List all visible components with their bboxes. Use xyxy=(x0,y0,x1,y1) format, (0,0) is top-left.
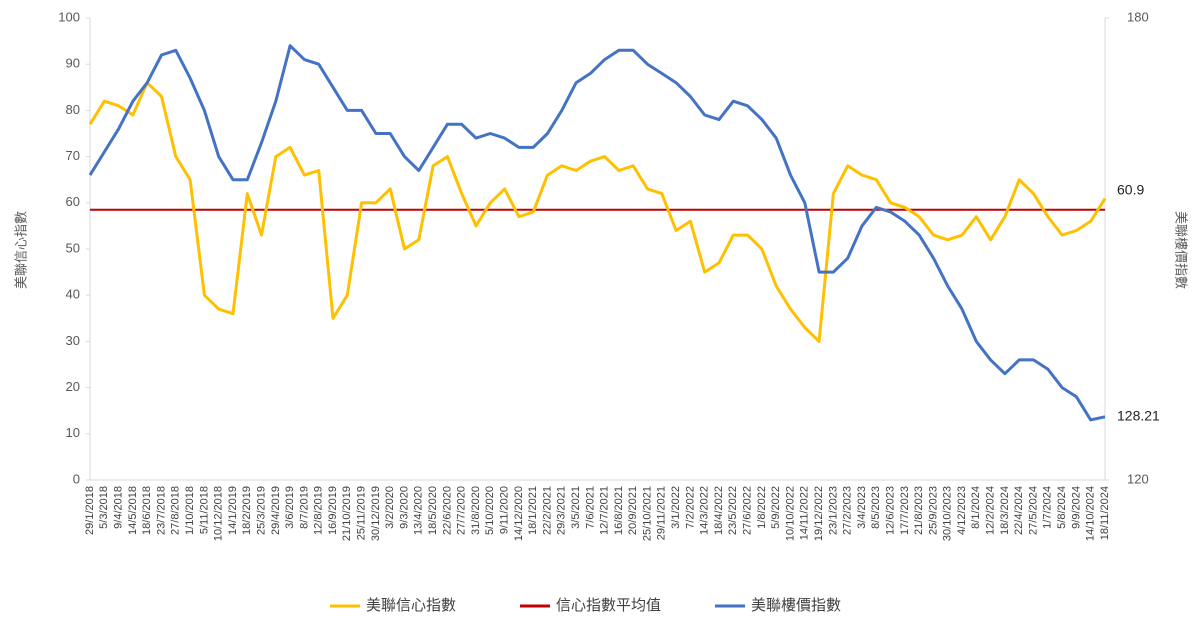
x-tick-label: 18/6/2018 xyxy=(141,486,153,535)
x-tick-label: 25/9/2023 xyxy=(927,486,939,535)
x-tick-label: 1/8/2022 xyxy=(756,486,768,529)
x-tick-label: 1/7/2024 xyxy=(1042,486,1054,529)
y-tick-label: 20 xyxy=(66,379,80,394)
x-tick-label: 29/1/2018 xyxy=(84,486,96,535)
x-tick-label: 25/3/2019 xyxy=(255,486,267,535)
x-tick-label: 13/4/2020 xyxy=(413,486,425,535)
x-tick-label: 18/11/2024 xyxy=(1099,486,1111,540)
x-tick-label: 12/6/2023 xyxy=(884,486,896,535)
x-tick-label: 29/11/2021 xyxy=(656,486,668,540)
x-tick-label: 16/8/2021 xyxy=(613,486,625,535)
y-tick-label: 0 xyxy=(73,471,80,486)
y-tick-label: 100 xyxy=(58,9,80,24)
x-tick-label: 14/1/2019 xyxy=(227,486,239,535)
x-tick-label: 20/9/2021 xyxy=(627,486,639,535)
x-tick-label: 18/3/2024 xyxy=(999,486,1011,535)
x-tick-label: 29/3/2021 xyxy=(556,486,568,535)
y-tick-label: 70 xyxy=(66,148,80,163)
x-tick-label: 5/8/2024 xyxy=(1056,486,1068,529)
x-tick-label: 27/6/2022 xyxy=(742,486,754,535)
x-tick-label: 27/2/2023 xyxy=(842,486,854,535)
x-tick-label: 7/2/2022 xyxy=(684,486,696,529)
x-tick-label: 27/7/2020 xyxy=(456,486,468,535)
y2-axis-title: 美聯樓價指數 xyxy=(1174,211,1189,289)
x-tick-label: 12/7/2021 xyxy=(599,486,611,535)
y-tick-label: 40 xyxy=(66,287,80,302)
series-line xyxy=(88,81,1107,343)
x-tick-label: 3/6/2019 xyxy=(284,486,296,529)
x-tick-label: 10/12/2018 xyxy=(213,486,225,541)
x-tick-label: 12/8/2019 xyxy=(313,486,325,535)
y-tick-label: 10 xyxy=(66,425,80,440)
x-tick-label: 27/5/2024 xyxy=(1027,486,1039,535)
x-tick-label: 23/5/2022 xyxy=(727,486,739,535)
x-tick-label: 25/10/2021 xyxy=(641,486,653,541)
x-tick-label: 30/12/2019 xyxy=(370,486,382,541)
legend-label: 信心指數平均值 xyxy=(556,597,661,614)
series-line xyxy=(88,44,1106,422)
x-tick-label: 5/10/2020 xyxy=(484,486,496,535)
x-tick-label: 14/11/2022 xyxy=(799,486,811,540)
x-tick-label: 31/8/2020 xyxy=(470,486,482,535)
x-tick-label: 14/3/2022 xyxy=(699,486,711,535)
x-tick-label: 12/2/2024 xyxy=(985,486,997,535)
x-tick-label: 14/10/2024 xyxy=(1085,486,1097,541)
x-tick-label: 21/10/2019 xyxy=(341,486,353,541)
x-tick-label: 23/1/2023 xyxy=(827,486,839,535)
x-tick-label: 8/5/2023 xyxy=(870,486,882,529)
x-tick-label: 5/3/2018 xyxy=(98,486,110,529)
x-tick-label: 22/4/2024 xyxy=(1013,486,1025,535)
x-tick-label: 3/1/2022 xyxy=(670,486,682,529)
x-tick-label: 29/4/2019 xyxy=(270,486,282,535)
x-tick-label: 23/7/2018 xyxy=(155,486,167,535)
x-tick-label: 9/9/2024 xyxy=(1070,486,1082,529)
x-tick-label: 30/10/2023 xyxy=(942,486,954,541)
x-tick-label: 22/6/2020 xyxy=(441,486,453,535)
end-value-label: 128.21 xyxy=(1117,407,1160,423)
x-tick-label: 18/1/2021 xyxy=(527,486,539,535)
x-tick-label: 16/9/2019 xyxy=(327,486,339,535)
y2-tick-label: 120 xyxy=(1127,471,1149,486)
x-tick-label: 14/12/2020 xyxy=(513,486,525,541)
x-tick-label: 4/12/2023 xyxy=(956,486,968,535)
x-tick-label: 5/11/2018 xyxy=(198,486,210,534)
x-tick-label: 8/7/2019 xyxy=(298,486,310,529)
x-tick-label: 21/8/2023 xyxy=(913,486,925,535)
y-tick-label: 80 xyxy=(66,102,80,117)
x-tick-label: 7/6/2021 xyxy=(584,486,596,529)
y-tick-label: 60 xyxy=(66,194,80,209)
x-tick-label: 22/2/2021 xyxy=(541,486,553,535)
x-tick-label: 14/5/2018 xyxy=(127,486,139,535)
x-tick-label: 18/2/2019 xyxy=(241,486,253,535)
y-tick-label: 50 xyxy=(66,240,80,255)
x-tick-label: 3/2/2020 xyxy=(384,486,396,529)
x-tick-label: 5/9/2022 xyxy=(770,486,782,529)
x-tick-label: 9/11/2020 xyxy=(498,486,510,534)
x-tick-label: 18/5/2020 xyxy=(427,486,439,535)
y-axis-title: 美聯信心指數 xyxy=(13,211,28,289)
y2-tick-label: 180 xyxy=(1127,9,1149,24)
x-tick-label: 25/11/2019 xyxy=(356,486,368,540)
legend-label: 美聯樓價指數 xyxy=(751,597,841,614)
x-tick-label: 3/4/2023 xyxy=(856,486,868,529)
x-tick-label: 1/10/2018 xyxy=(184,486,196,535)
legend-label: 美聯信心指數 xyxy=(366,597,456,614)
x-tick-label: 3/5/2021 xyxy=(570,486,582,529)
y-tick-label: 90 xyxy=(66,56,80,71)
x-tick-label: 10/10/2022 xyxy=(784,486,796,541)
x-tick-label: 8/1/2024 xyxy=(970,486,982,529)
y-tick-label: 30 xyxy=(66,333,80,348)
x-tick-label: 9/4/2018 xyxy=(112,486,124,529)
x-tick-label: 9/3/2020 xyxy=(398,486,410,529)
x-tick-label: 27/8/2018 xyxy=(170,486,182,535)
x-tick-label: 19/12/2022 xyxy=(813,486,825,541)
end-value-label: 60.9 xyxy=(1117,181,1144,197)
x-tick-label: 18/4/2022 xyxy=(713,486,725,535)
x-tick-label: 17/7/2023 xyxy=(899,486,911,535)
